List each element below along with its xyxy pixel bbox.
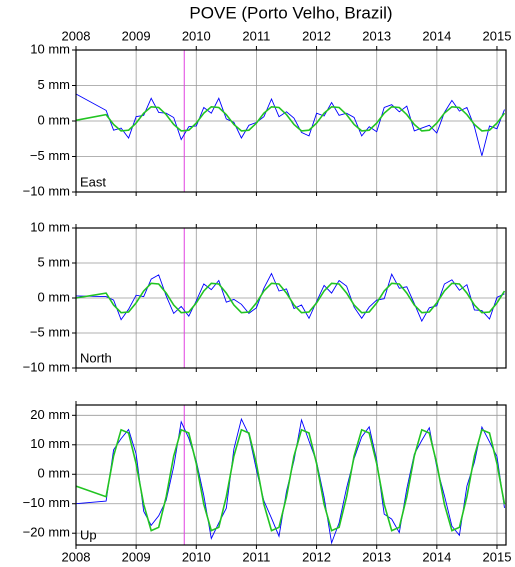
plot-frame [75, 49, 507, 193]
x-tick-label: 2008 [62, 28, 91, 43]
y-tick-label: −10 mm [23, 495, 70, 510]
x-tick-label: 2013 [362, 28, 391, 43]
x-tick-label: 2014 [422, 28, 451, 43]
y-tick-label: −10 mm [23, 359, 70, 374]
x-tick-label: 2015 [483, 549, 512, 564]
y-tick-label: 10 mm [30, 436, 70, 451]
y-tick-label: 5 mm [38, 254, 71, 269]
y-tick-label: 0 mm [38, 466, 71, 481]
y-tick-label: 10 mm [30, 41, 70, 56]
x-tick-label: 2009 [122, 28, 151, 43]
y-tick-label: 0 mm [38, 112, 71, 127]
x-tick-label: 2011 [242, 549, 270, 564]
y-tick-label: −20 mm [23, 525, 70, 540]
x-tick-label: 2009 [122, 549, 151, 564]
x-tick-label: 2008 [62, 549, 91, 564]
x-tick-label: 2013 [362, 549, 391, 564]
x-tick-label: 2010 [182, 28, 211, 43]
x-tick-label: 2010 [182, 549, 211, 564]
chart-title: POVE (Porto Velho, Brazil) [189, 3, 392, 22]
series-line [75, 93, 505, 156]
series-line [75, 105, 506, 132]
x-tick-label: 2015 [483, 28, 512, 43]
y-tick-label: −10 mm [23, 183, 70, 198]
series-line [75, 282, 506, 314]
panel-label: East [80, 174, 106, 189]
x-tick-label: 2011 [242, 28, 270, 43]
panel-label: North [80, 350, 112, 365]
y-tick-label: 10 mm [30, 219, 70, 234]
y-tick-label: −5 mm [30, 324, 70, 339]
plot-frame [75, 227, 507, 369]
y-tick-label: 5 mm [38, 77, 71, 92]
x-tick-label: 2012 [302, 28, 331, 43]
y-tick-label: −5 mm [30, 148, 70, 163]
series-line [75, 272, 505, 323]
plot-frame [75, 404, 507, 546]
panel-label: Up [80, 527, 97, 542]
y-tick-label: 20 mm [30, 407, 70, 422]
y-tick-label: 0 mm [38, 289, 71, 304]
series-line [75, 428, 506, 532]
x-tick-label: 2014 [422, 549, 451, 564]
x-tick-label: 2012 [302, 549, 331, 564]
